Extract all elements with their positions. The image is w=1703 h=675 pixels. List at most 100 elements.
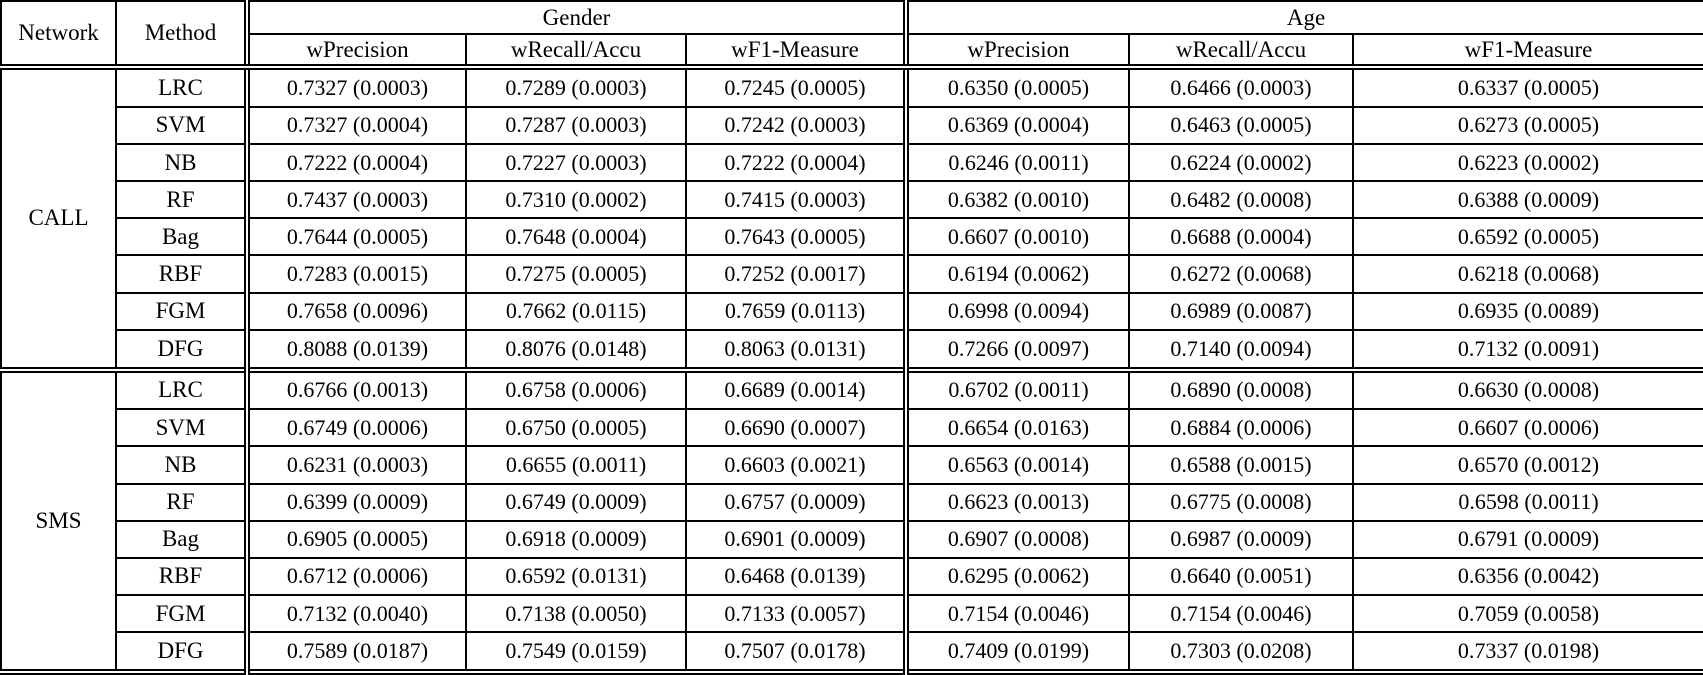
gender-wf1-measure-cell: 0.7133 (0.0057)	[685, 593, 907, 634]
age-wrecall-accu-cell: 0.6987 (0.0009)	[1128, 519, 1354, 559]
gender-wrecall-accu-cell: 0.7287 (0.0003)	[465, 105, 687, 145]
gender-wprecision-cell: 0.7283 (0.0015)	[244, 254, 467, 294]
method-cell: LRC	[115, 366, 248, 411]
age-wf1-measure-cell: 0.6273 (0.0005)	[1352, 105, 1703, 145]
header-group-age: Age	[903, 0, 1703, 35]
gender-wrecall-accu-cell: 0.6750 (0.0005)	[465, 408, 687, 448]
age-wprecision-cell: 0.6702 (0.0011)	[903, 366, 1130, 411]
age-wrecall-accu-cell: 0.6224 (0.0002)	[1128, 142, 1354, 183]
gender-wrecall-accu-cell: 0.7549 (0.0159)	[465, 631, 687, 673]
table-row: CALL LRC 0.7327 (0.0003) 0.7289 (0.0003) 0.7…	[0, 66, 1703, 371]
table-row: RBF 0.7283 (0.0015) 0.7275 (0.0005) 0.7252 …	[1, 254, 1703, 294]
gender-wrecall-accu-cell: 0.7275 (0.0005)	[465, 254, 687, 294]
table-row: RF 0.6399 (0.0009) 0.6749 (0.0009) 0.6757 (…	[1, 482, 1703, 522]
age-wf1-measure-cell: 0.6223 (0.0002)	[1352, 142, 1703, 183]
gender-wf1-measure-cell: 0.7222 (0.0004)	[685, 142, 907, 183]
age-wrecall-accu-cell: 0.6482 (0.0008)	[1128, 180, 1354, 220]
gender-wprecision-cell: 0.7327 (0.0004)	[244, 105, 467, 145]
age-wprecision-cell: 0.6998 (0.0094)	[903, 291, 1130, 331]
gender-wf1-measure-cell: 0.7415 (0.0003)	[685, 180, 907, 220]
gender-wf1-measure-cell: 0.7252 (0.0017)	[685, 254, 907, 294]
age-wf1-measure-cell: 0.6607 (0.0006)	[1352, 408, 1703, 448]
age-wrecall-accu-cell: 0.6890 (0.0008)	[1128, 366, 1354, 411]
gender-wrecall-accu-cell: 0.6592 (0.0131)	[465, 556, 687, 597]
age-wf1-measure-cell: 0.7059 (0.0058)	[1352, 593, 1703, 634]
age-wrecall-accu-cell: 0.6272 (0.0068)	[1128, 254, 1354, 294]
method-cell: RF	[115, 482, 248, 522]
gender-wf1-measure-cell: 0.6689 (0.0014)	[685, 366, 907, 411]
age-wprecision-cell: 0.6194 (0.0062)	[903, 254, 1130, 294]
gender-wprecision-cell: 0.7222 (0.0004)	[244, 142, 467, 183]
table-row: SVM 0.7327 (0.0004) 0.7287 (0.0003) 0.7242 …	[1, 105, 1703, 145]
method-cell: Bag	[115, 217, 248, 257]
header-method: Method	[115, 0, 248, 70]
subheader-gender-wprecision: wPrecision	[244, 33, 467, 70]
network-cell: SMS	[0, 366, 117, 673]
gender-wf1-measure-cell: 0.6757 (0.0009)	[685, 482, 907, 522]
gender-wrecall-accu-cell: 0.7227 (0.0003)	[465, 142, 687, 183]
gender-wprecision-cell: 0.6766 (0.0013)	[244, 366, 467, 411]
method-cell: NB	[115, 142, 248, 183]
method-cell: DFG	[115, 631, 248, 673]
method-cell: RF	[115, 180, 248, 220]
gender-wrecall-accu-cell: 0.7648 (0.0004)	[465, 217, 687, 257]
age-wrecall-accu-cell: 0.6640 (0.0051)	[1128, 556, 1354, 597]
method-cell: LRC	[115, 66, 248, 108]
age-wf1-measure-cell: 0.6592 (0.0005)	[1352, 217, 1703, 257]
method-cell: FGM	[115, 291, 248, 331]
gender-wf1-measure-cell: 0.7242 (0.0003)	[685, 105, 907, 145]
table-row: NB 0.7222 (0.0004) 0.7227 (0.0003) 0.7222 (…	[1, 142, 1703, 183]
age-wrecall-accu-cell: 0.7303 (0.0208)	[1128, 631, 1354, 673]
gender-wprecision-cell: 0.7437 (0.0003)	[244, 180, 467, 220]
age-wf1-measure-cell: 0.6570 (0.0012)	[1352, 445, 1703, 485]
age-wf1-measure-cell: 0.7337 (0.0198)	[1352, 631, 1703, 673]
gender-wrecall-accu-cell: 0.7289 (0.0003)	[465, 66, 687, 108]
table-row: RF 0.7437 (0.0003) 0.7310 (0.0002) 0.7415 (…	[1, 180, 1703, 220]
network-cell: CALL	[0, 66, 117, 371]
age-wf1-measure-cell: 0.6598 (0.0011)	[1352, 482, 1703, 522]
gender-wf1-measure-cell: 0.6468 (0.0139)	[685, 556, 907, 597]
table-row: Bag 0.7644 (0.0005) 0.7648 (0.0004) 0.7643 …	[1, 217, 1703, 257]
subheader-age-wf1-measure: wF1-Measure	[1352, 33, 1703, 70]
age-wprecision-cell: 0.6369 (0.0004)	[903, 105, 1130, 145]
table-row: RBF 0.6712 (0.0006) 0.6592 (0.0131) 0.6468 …	[1, 556, 1703, 597]
table-row: FGM 0.7658 (0.0096) 0.7662 (0.0115) 0.7659 …	[1, 291, 1703, 331]
age-wprecision-cell: 0.6654 (0.0163)	[903, 408, 1130, 448]
age-wrecall-accu-cell: 0.6463 (0.0005)	[1128, 105, 1354, 145]
table-row: Bag 0.6905 (0.0005) 0.6918 (0.0009) 0.6901 …	[1, 519, 1703, 559]
age-wrecall-accu-cell: 0.6466 (0.0003)	[1128, 66, 1354, 108]
gender-wf1-measure-cell: 0.7643 (0.0005)	[685, 217, 907, 257]
table-row: FGM 0.7132 (0.0040) 0.7138 (0.0050) 0.7133 …	[1, 593, 1703, 634]
age-wprecision-cell: 0.6246 (0.0011)	[903, 142, 1130, 183]
age-wf1-measure-cell: 0.6791 (0.0009)	[1352, 519, 1703, 559]
gender-wprecision-cell: 0.7132 (0.0040)	[244, 593, 467, 634]
gender-wprecision-cell: 0.6749 (0.0006)	[244, 408, 467, 448]
gender-wrecall-accu-cell: 0.6918 (0.0009)	[465, 519, 687, 559]
subheader-age-wprecision: wPrecision	[903, 33, 1130, 70]
gender-wf1-measure-cell: 0.6690 (0.0007)	[685, 408, 907, 448]
age-wf1-measure-cell: 0.6388 (0.0009)	[1352, 180, 1703, 220]
header-network: Network	[0, 0, 117, 70]
age-wf1-measure-cell: 0.6935 (0.0089)	[1352, 291, 1703, 331]
gender-wprecision-cell: 0.6712 (0.0006)	[244, 556, 467, 597]
method-cell: SVM	[115, 105, 248, 145]
header-group-gender: Gender	[244, 0, 907, 35]
table-row: SVM 0.6749 (0.0006) 0.6750 (0.0005) 0.6690 …	[1, 408, 1703, 448]
gender-wrecall-accu-cell: 0.7662 (0.0115)	[465, 291, 687, 331]
gender-wprecision-cell: 0.6231 (0.0003)	[244, 445, 467, 485]
gender-wf1-measure-cell: 0.6901 (0.0009)	[685, 519, 907, 559]
age-wf1-measure-cell: 0.7132 (0.0091)	[1352, 328, 1703, 371]
gender-wrecall-accu-cell: 0.7310 (0.0002)	[465, 180, 687, 220]
age-wprecision-cell: 0.6295 (0.0062)	[903, 556, 1130, 597]
age-wf1-measure-cell: 0.6356 (0.0042)	[1352, 556, 1703, 597]
section-sms: SMS LRC 0.6766 (0.0013) 0.6758 (0.0006) 0.66…	[0, 366, 1703, 673]
gender-wprecision-cell: 0.7589 (0.0187)	[244, 631, 467, 673]
gender-wprecision-cell: 0.7644 (0.0005)	[244, 217, 467, 257]
table-row: SMS LRC 0.6766 (0.0013) 0.6758 (0.0006) 0.66…	[0, 366, 1703, 673]
age-wprecision-cell: 0.6563 (0.0014)	[903, 445, 1130, 485]
method-cell: NB	[115, 445, 248, 485]
age-wprecision-cell: 0.6607 (0.0010)	[903, 217, 1130, 257]
age-wprecision-cell: 0.6623 (0.0013)	[903, 482, 1130, 522]
age-wprecision-cell: 0.6382 (0.0010)	[903, 180, 1130, 220]
gender-wprecision-cell: 0.8088 (0.0139)	[244, 328, 467, 371]
